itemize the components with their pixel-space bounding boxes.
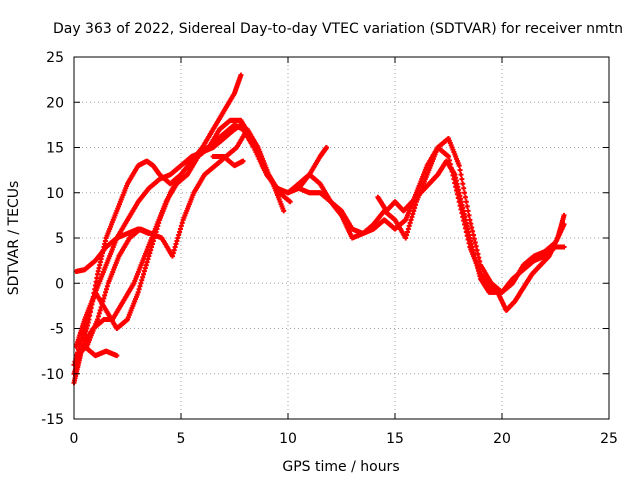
series-track-2	[71, 122, 244, 368]
y-tick-label: -5	[50, 322, 64, 338]
y-tick-label: 15	[46, 141, 64, 157]
series-track-7	[82, 344, 120, 359]
y-tick-label: -15	[41, 412, 64, 428]
x-tick-label: 0	[70, 431, 79, 447]
data-point	[287, 199, 293, 205]
y-axis-label: SDTVAR / TECUs	[6, 181, 22, 296]
data-point	[281, 208, 287, 214]
data-point	[146, 230, 152, 236]
x-tick-label: 10	[279, 431, 297, 447]
y-tick-label: 25	[46, 50, 64, 66]
data-point	[457, 167, 463, 173]
data-point	[462, 194, 468, 200]
data-point	[462, 190, 468, 196]
series-track-5	[73, 126, 293, 359]
grid-lines	[74, 57, 609, 419]
series-track-10	[285, 145, 567, 295]
series-track-6	[73, 226, 152, 274]
y-tick-label: 20	[46, 95, 64, 111]
x-axis-label: GPS time / hours	[282, 459, 399, 475]
x-tick-label: 25	[600, 431, 618, 447]
data-point	[465, 208, 471, 214]
data-point	[459, 176, 465, 182]
data-point	[561, 212, 567, 218]
data-point	[240, 158, 246, 164]
series-track-11	[375, 158, 567, 313]
x-tick-label: 15	[386, 431, 404, 447]
data-point	[114, 353, 120, 359]
data-point	[458, 172, 464, 178]
y-tick-label: 10	[46, 186, 64, 202]
data-point	[466, 212, 472, 218]
y-tick-label: -10	[41, 367, 64, 383]
data-point	[324, 145, 330, 150]
y-axis-ticks: -15 -10 -5 0 5 10 15 20 25	[41, 50, 609, 428]
y-tick-label: 5	[55, 231, 64, 247]
data-point	[238, 72, 244, 78]
x-axis-ticks: 0 5 10 15 20 25	[70, 57, 618, 447]
y-tick-label: 0	[55, 276, 64, 292]
data-point	[456, 163, 462, 169]
data-point	[561, 244, 567, 250]
chart-title: Day 363 of 2022, Sidereal Day-to-day VTE…	[53, 21, 623, 37]
x-tick-label: 20	[493, 431, 511, 447]
data-point	[460, 181, 466, 187]
data-point	[463, 199, 469, 205]
x-tick-label: 5	[177, 431, 186, 447]
data-point	[461, 185, 467, 191]
series-track-8	[210, 154, 246, 169]
data-point	[464, 203, 470, 209]
data-markers	[71, 72, 567, 386]
